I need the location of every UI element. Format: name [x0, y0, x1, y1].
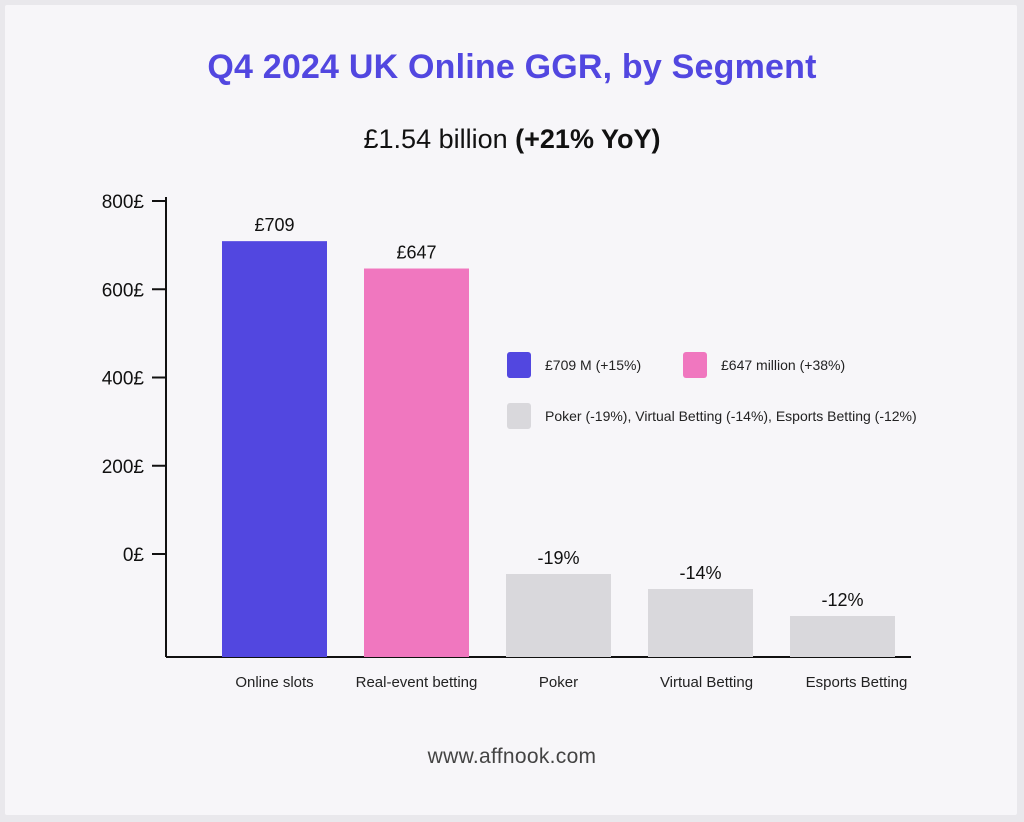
y-tick-label: 0£: [123, 545, 145, 566]
x-category-label: Poker: [539, 674, 578, 691]
y-tick-label: 800£: [102, 192, 145, 213]
bar: [790, 616, 895, 657]
bar-value-label: -19%: [537, 548, 579, 568]
legend-swatch: [507, 403, 531, 429]
footer-url: www.affnook.com: [427, 745, 597, 768]
bar: [506, 574, 611, 657]
legend-label: £709 M (+15%): [545, 357, 642, 373]
bar-value-label: -14%: [679, 563, 721, 583]
subtitle-amount: £1.54 billion: [363, 124, 508, 154]
bar-value-label: £709: [254, 215, 294, 235]
legend-item: £709 M (+15%): [507, 352, 641, 378]
y-tick-label: 600£: [102, 280, 145, 301]
x-category-label: Online slots: [235, 674, 313, 691]
chart-subtitle: £1.54 billion (+21% YoY): [0, 124, 1024, 155]
x-category-label: Virtual Betting: [660, 674, 753, 691]
legend-label: Poker (-19%), Virtual Betting (-14%), Es…: [545, 408, 917, 424]
bar-value-label: -12%: [821, 590, 863, 610]
chart-title: Q4 2024 UK Online GGR, by Segment: [207, 48, 817, 86]
y-tick-label: 200£: [102, 457, 145, 478]
legend-label: £647 million (+38%): [721, 357, 846, 373]
bar-value-label: £647: [396, 243, 436, 263]
subtitle-change: (+21% YoY): [515, 124, 661, 154]
bar: [648, 589, 753, 657]
bar: [364, 268, 469, 657]
legend-swatch: [683, 352, 707, 378]
legend-item: £647 million (+38%): [683, 352, 845, 378]
y-tick-label: 400£: [102, 369, 145, 390]
bar: [222, 241, 327, 657]
x-category-label: Esports Betting: [806, 674, 908, 691]
x-category-label: Real-event betting: [356, 674, 478, 691]
legend-item: Poker (-19%), Virtual Betting (-14%), Es…: [507, 403, 917, 429]
legend-swatch: [507, 352, 531, 378]
